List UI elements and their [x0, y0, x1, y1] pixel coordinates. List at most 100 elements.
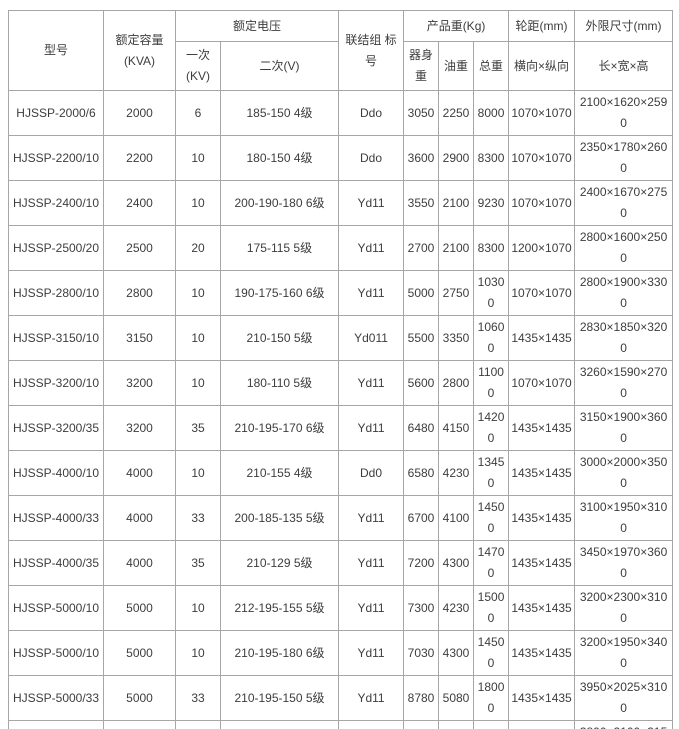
cell-secondary-v: 212-195-155 5级 [219, 585, 340, 631]
cell-oil-weight: 2250 [438, 90, 475, 136]
cell-secondary-v: 210-195-180 6级 [219, 630, 340, 676]
cell-secondary-v: 200-190-180 6级 [219, 180, 340, 226]
cell-body-weight: 3550 [403, 180, 440, 226]
cell-body-weight: 3050 [403, 90, 440, 136]
cell-connection-group: Yd11 [338, 585, 405, 631]
cell-connection-group: Ddo [338, 135, 405, 181]
cell-total-weight: 13450 [473, 450, 510, 496]
cell-wheelbase: 1070×1070 [508, 360, 576, 406]
cell-body-weight: 7030 [403, 630, 440, 676]
cell-oil-weight: 9100 [438, 720, 475, 729]
table-row: HJSSP-5000/33 5000 33 210-195-150 5级 Yd11 878… [8, 675, 674, 721]
table-row: HJSSP-3150/10 3150 10 210-150 5级 Yd011 5500 33… [8, 315, 674, 361]
cell-oil-weight: 3350 [438, 315, 475, 361]
col-header-total-weight: 总重 [473, 41, 510, 91]
table-row: HJSSP-5000/10 5000 10 212-195-155 5级 Yd11 730… [8, 585, 674, 631]
cell-total-weight: 10300 [473, 270, 510, 316]
cell-primary-kv: 10 [175, 360, 221, 406]
cell-body-weight: 2700 [403, 225, 440, 271]
cell-wheelbase: 1435×1435 [508, 585, 576, 631]
cell-primary-kv: 10 [175, 450, 221, 496]
table-row: HJSSP-5000/35500035215-196-155 5级Yd11910… [8, 720, 674, 729]
cell-primary-kv: 10 [175, 270, 221, 316]
cell-secondary-v: 210-129 5级 [219, 540, 340, 586]
cell-wheelbase: 1070×1070 [508, 135, 576, 181]
cell-connection-group: Yd011 [338, 315, 405, 361]
cell-capacity-kva: 2400 [103, 180, 176, 226]
col-header-connection-group: 联结组 标号 [338, 10, 405, 91]
cell-body-weight: 7300 [403, 585, 440, 631]
cell-secondary-v: 190-175-160 6级 [219, 270, 340, 316]
col-header-wheelbase: 轮距(mm) [508, 10, 576, 42]
cell-body-weight: 3600 [403, 135, 440, 181]
cell-connection-group: Yd11 [338, 360, 405, 406]
cell-primary-kv: 35 [175, 405, 221, 451]
cell-connection-group: Yd11 [338, 720, 405, 729]
cell-model: HJSSP-3150/10 [8, 315, 104, 361]
cell-dimensions: 2400×1670×2750 [574, 180, 674, 226]
cell-model: HJSSP-5000/10 [8, 630, 104, 676]
cell-body-weight: 5600 [403, 360, 440, 406]
table-row: HJSSP-3200/35 3200 35 210-195-170 6级 Yd11 648… [8, 405, 674, 451]
col-header-dimensions: 外限尺寸(mm) [574, 10, 674, 42]
cell-connection-group: Yd11 [338, 630, 405, 676]
col-header-oil-weight: 油重 [438, 41, 475, 91]
cell-connection-group: Yd11 [338, 540, 405, 586]
cell-primary-kv: 10 [175, 630, 221, 676]
cell-total-weight: 14700 [473, 540, 510, 586]
cell-dimensions: 3000×2000×3500 [574, 450, 674, 496]
cell-primary-kv: 33 [175, 495, 221, 541]
cell-oil-weight: 2800 [438, 360, 475, 406]
cell-wheelbase: 1070×1070 [508, 270, 576, 316]
col-header-primary-voltage: 一次 (KV) [175, 41, 221, 91]
cell-oil-weight: 4230 [438, 585, 475, 631]
cell-oil-weight: 5080 [438, 675, 475, 721]
cell-total-weight: 14500 [473, 630, 510, 676]
header-row-sub: 一次 (KV) 二次(V) 器身重 油重 总重 横向×纵向 长×宽×高 [9, 41, 674, 91]
cell-secondary-v: 185-150 4级 [219, 90, 340, 136]
table-row: HJSSP-4000/35 4000 35 210-129 5级 Yd11 7200 430… [8, 540, 674, 586]
cell-body-weight: 5000 [403, 270, 440, 316]
transformer-spec-table: 型号 额定容量 (KVA) 额定电压 联结组 标号 产品重(Kg) 轮距(mm)… [8, 10, 674, 729]
cell-model: HJSSP-2800/10 [8, 270, 104, 316]
cell-connection-group: Yd11 [338, 225, 405, 271]
cell-total-weight: 15000 [473, 585, 510, 631]
cell-connection-group: Dd0 [338, 450, 405, 496]
cell-model: HJSSP-3200/10 [8, 360, 104, 406]
cell-capacity-kva: 2500 [103, 225, 176, 271]
table-row: HJSSP-2400/10 2400 10 200-190-180 6级 Yd11 355… [8, 180, 674, 226]
cell-model: HJSSP-2500/20 [8, 225, 104, 271]
col-header-wheelbase-sub: 横向×纵向 [508, 41, 576, 91]
cell-body-weight: 6700 [403, 495, 440, 541]
cell-model: HJSSP-4000/10 [8, 450, 104, 496]
cell-model: HJSSP-5000/35 [8, 720, 104, 729]
col-header-dimensions-sub: 长×宽×高 [574, 41, 674, 91]
table-row: HJSSP-2800/10 2800 10 190-175-160 6级 Yd11 500… [8, 270, 674, 316]
cell-total-weight: 8300 [473, 225, 510, 271]
cell-total-weight: 14500 [473, 495, 510, 541]
cell-model: HJSSP-5000/10 [8, 585, 104, 631]
cell-capacity-kva: 3150 [103, 315, 176, 361]
cell-body-weight: 6480 [403, 405, 440, 451]
cell-wheelbase: 1435×1435 [508, 675, 576, 721]
cell-dimensions: 3950×2025×3100 [574, 675, 674, 721]
cell-oil-weight: 4300 [438, 630, 475, 676]
cell-wheelbase: 1200×1070 [508, 225, 576, 271]
table-row: HJSSP-4000/10 4000 10 210-155 4级 Dd0 6580 4230… [8, 450, 674, 496]
cell-capacity-kva: 2200 [103, 135, 176, 181]
cell-total-weight: 8000 [473, 90, 510, 136]
cell-total-weight: 10600 [473, 315, 510, 361]
cell-dimensions: 2350×1780×2600 [574, 135, 674, 181]
cell-secondary-v: 215-196-155 5级 [219, 720, 340, 729]
cell-oil-weight: 2750 [438, 270, 475, 316]
cell-primary-kv: 35 [175, 720, 221, 729]
cell-total-weight: 14200 [473, 405, 510, 451]
cell-body-weight: 8780 [403, 675, 440, 721]
table-row: HJSSP-2000/6 2000 6 185-150 4级 Ddo 3050 2250 80… [8, 90, 674, 136]
col-header-model: 型号 [8, 10, 104, 91]
cell-primary-kv: 33 [175, 675, 221, 721]
cell-dimensions: 3200×2300×3100 [574, 585, 674, 631]
table-row: HJSSP-5000/10 5000 10 210-195-180 6级 Yd11 703… [8, 630, 674, 676]
cell-model: HJSSP-2400/10 [8, 180, 104, 226]
cell-connection-group: Yd11 [338, 405, 405, 451]
